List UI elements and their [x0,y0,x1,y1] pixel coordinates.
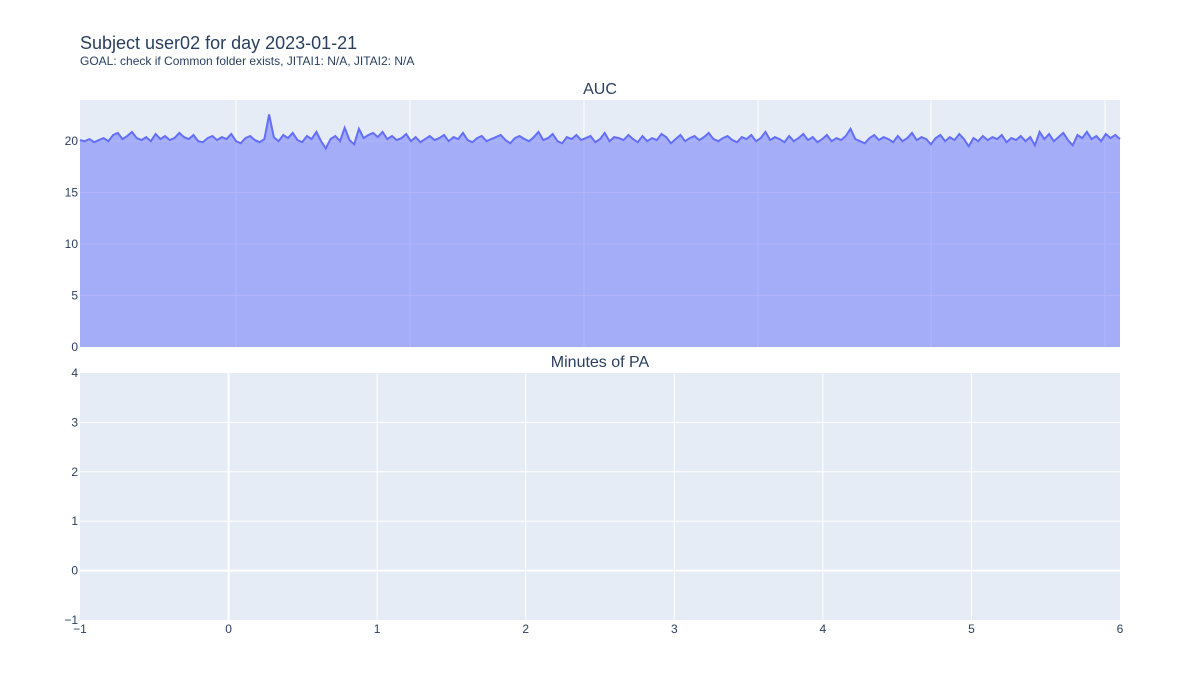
auc-y-tick-label: 20 [65,134,79,148]
pa-x-tick-label: 4 [820,622,827,636]
chart-title: Subject user02 for day 2023-01-21 [80,33,358,53]
auc-area-fill [80,114,1120,348]
pa-y-tick-label: 2 [71,465,78,479]
pa-y-tick-label: 0 [71,564,78,578]
auc-series-line [79,114,1121,151]
auc-subplot: 0 5 10 15 20 AUC [65,81,1121,354]
auc-y-tick-label: 5 [71,289,78,303]
pa-plot-area [80,373,1120,620]
auc-panel-title: AUC [583,81,617,98]
auc-y-axis: 0 5 10 15 20 [65,134,79,354]
pa-x-axis: −1 0 1 2 3 4 5 6 [73,622,1124,636]
auc-y-tick-label: 15 [65,186,79,200]
pa-panel-title: Minutes of PA [551,354,650,371]
chart-subtitle: GOAL: check if Common folder exists, JIT… [80,54,415,68]
pa-y-axis: −1 0 1 2 3 4 [64,366,78,627]
pa-y-tick-label: 4 [71,366,78,380]
pa-y-tick-label: 3 [71,415,78,429]
pa-subplot: −1 0 1 2 3 4 −1 0 1 2 3 4 5 6 Minutes of PA [64,354,1123,636]
pa-y-tick-label: −1 [64,613,78,627]
pa-x-tick-label: 1 [374,622,381,636]
pa-x-tick-label: −1 [73,622,87,636]
pa-x-tick-label: 0 [225,622,232,636]
pa-x-tick-label: 5 [968,622,975,636]
pa-x-tick-label: 3 [671,622,678,636]
auc-y-tick-label: 0 [71,340,78,354]
pa-x-tick-label: 2 [522,622,529,636]
pa-x-tick-label: 6 [1117,622,1124,636]
pa-y-tick-label: 1 [71,514,78,528]
pa-gridlines [80,373,1120,620]
auc-y-tick-label: 10 [65,237,79,251]
